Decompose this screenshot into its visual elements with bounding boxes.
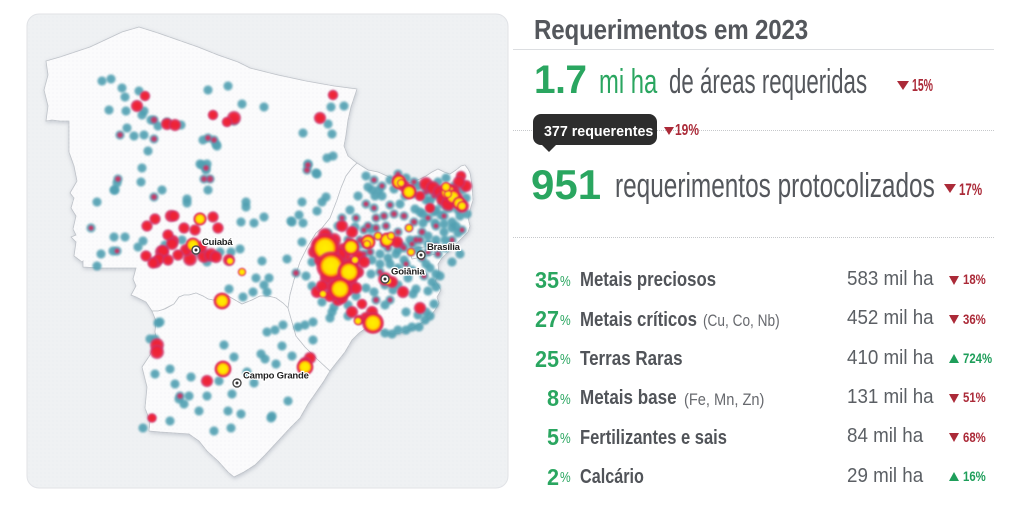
- svg-text:Cuiabá: Cuiabá: [202, 237, 233, 248]
- svg-text:Campo Grande: Campo Grande: [243, 371, 309, 382]
- svg-text:Brasília: Brasília: [427, 242, 461, 253]
- svg-text:Goiânia: Goiânia: [391, 267, 425, 278]
